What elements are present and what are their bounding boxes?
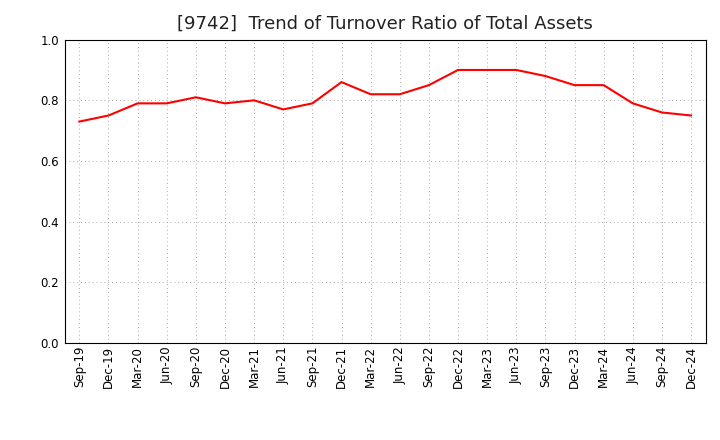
Title: [9742]  Trend of Turnover Ratio of Total Assets: [9742] Trend of Turnover Ratio of Total …: [177, 15, 593, 33]
